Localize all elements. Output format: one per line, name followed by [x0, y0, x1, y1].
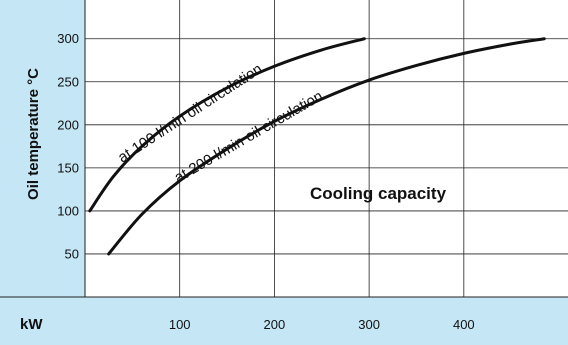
curve-layer	[88, 37, 546, 256]
y-tick-label: 150	[57, 160, 79, 175]
x-tick-label: 100	[169, 317, 191, 332]
y-axis-panel	[0, 0, 85, 345]
y-tick-label: 200	[57, 117, 79, 132]
y-axis-title: Oil temperature °C	[25, 68, 42, 200]
x-tick-label: 400	[453, 317, 475, 332]
plot-area	[85, 0, 568, 297]
x-tick-label: 200	[264, 317, 286, 332]
tick-layer: 50 100 150 200 250 300 100 200 300 400	[57, 31, 474, 332]
y-tick-label: 50	[65, 246, 79, 261]
cooling-capacity-annotation: Cooling capacity	[310, 184, 447, 203]
x-unit-label: kW	[20, 316, 43, 333]
series-line-100	[88, 37, 366, 213]
series-line-200	[107, 37, 546, 256]
x-tick-label: 300	[358, 317, 380, 332]
y-tick-label: 250	[57, 74, 79, 89]
y-tick-label: 300	[57, 31, 79, 46]
y-tick-label: 100	[57, 203, 79, 218]
x-axis-panel	[0, 297, 568, 345]
grid-layer	[85, 0, 568, 297]
